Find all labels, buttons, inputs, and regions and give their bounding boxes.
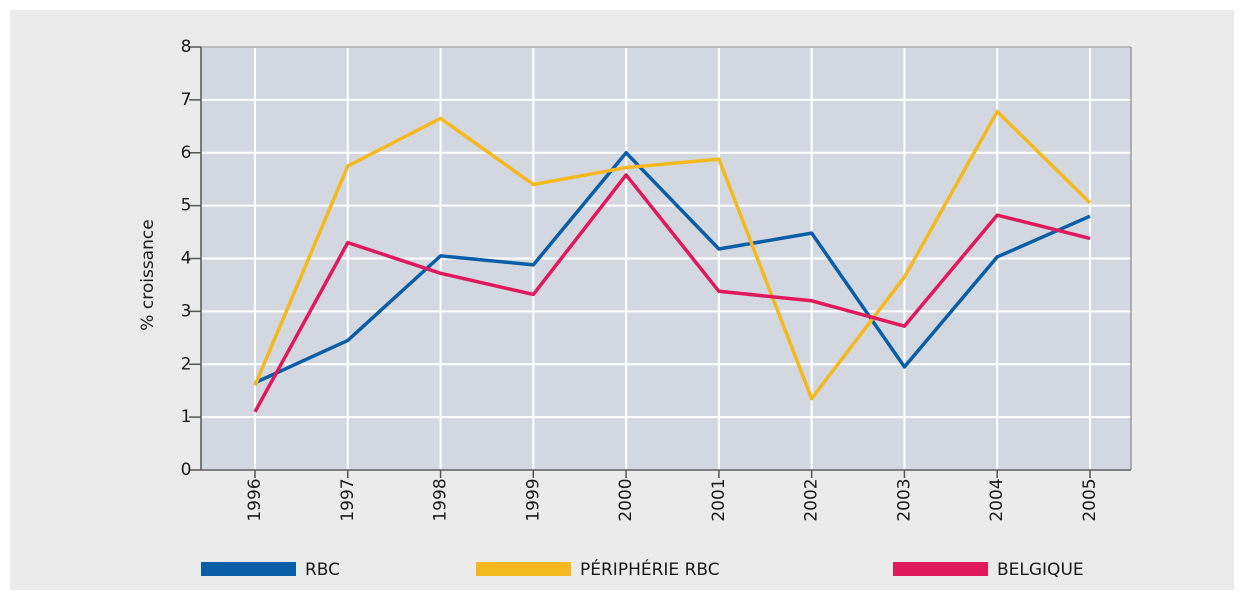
x-tick-label: 2002 <box>802 478 822 521</box>
y-tick-label: 7 <box>181 90 192 110</box>
x-tick-label: 2004 <box>987 478 1007 521</box>
legend-swatch <box>476 562 571 576</box>
y-tick-label: 3 <box>181 301 192 321</box>
y-tick-label: 8 <box>181 37 192 57</box>
y-axis-label: % croissance <box>138 219 158 330</box>
legend-label: BELGIQUE <box>997 560 1084 580</box>
x-tick-label: 2003 <box>894 478 914 521</box>
x-tick-label: 1999 <box>523 478 543 521</box>
series-line <box>253 173 1091 413</box>
x-tick-label: 2001 <box>709 478 729 521</box>
x-tick-label: 2005 <box>1080 478 1100 521</box>
y-tick-label: 6 <box>181 143 192 163</box>
x-tick-label: 1996 <box>245 478 265 521</box>
legend-label: PÉRIPHÉRIE RBC <box>580 558 720 580</box>
x-tick-label: 2000 <box>616 478 636 521</box>
legend-swatch <box>893 562 988 576</box>
series-line <box>253 109 1092 401</box>
series-line <box>254 151 1091 385</box>
legend-label: RBC <box>305 560 340 580</box>
y-tick-label: 4 <box>181 249 192 269</box>
y-tick-label: 0 <box>181 460 192 480</box>
x-tick-label: 1998 <box>431 478 451 521</box>
x-tick-label: 1997 <box>338 478 358 521</box>
y-tick-label: 1 <box>181 407 192 427</box>
y-tick-label: 5 <box>181 196 192 216</box>
y-tick-label: 2 <box>181 354 192 374</box>
legend-swatch <box>201 562 296 576</box>
